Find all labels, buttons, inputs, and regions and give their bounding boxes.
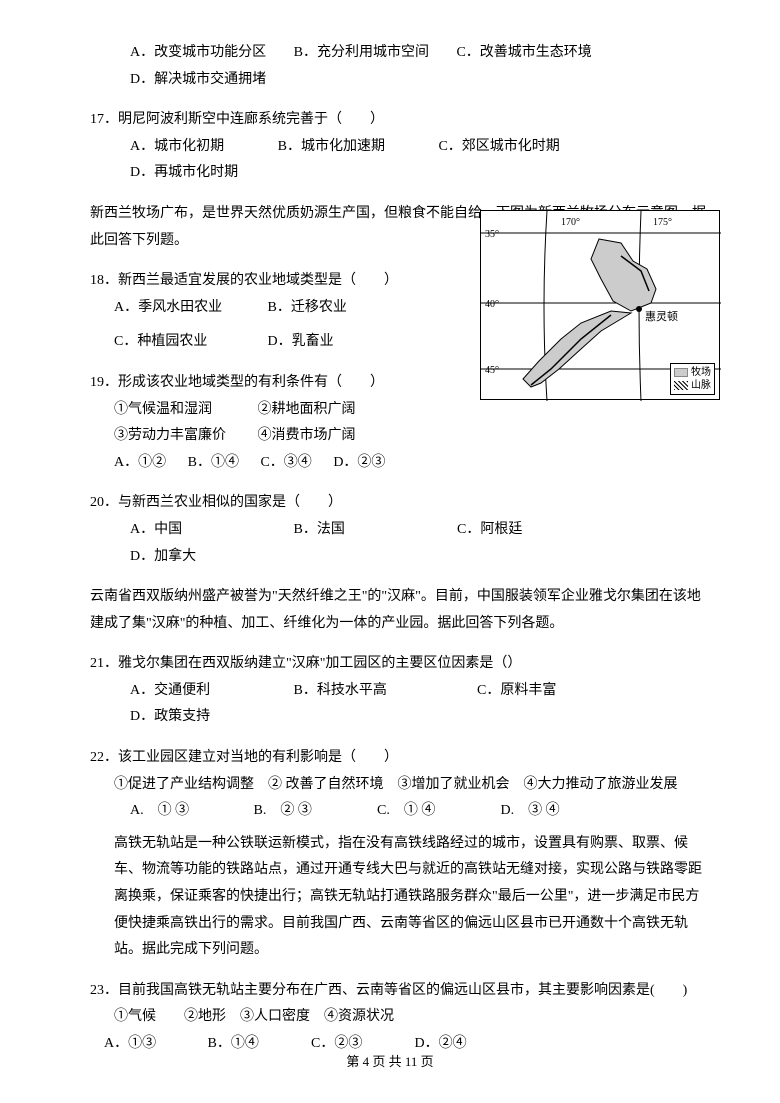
q19-opt-d[interactable]: D．②③: [333, 455, 385, 470]
q21-opt-c[interactable]: C．原料丰富: [477, 678, 587, 705]
mountain-swatch: [674, 381, 688, 390]
gaotie-intro: 高铁无轨站是一种公铁联运新模式，指在没有高铁线路经过的城市，设置具有购票、取票、…: [90, 831, 710, 964]
q21-opt-d[interactable]: D．政策支持: [130, 704, 210, 731]
q16-opt-b[interactable]: B．充分利用城市空间: [294, 40, 429, 67]
q18-row2: C．种植园农业 D．乳畜业: [90, 329, 430, 356]
q20-opt-c[interactable]: C．阿根廷: [457, 517, 567, 544]
lat-45: 45°: [485, 361, 499, 380]
q20-opt-b[interactable]: B．法国: [294, 517, 404, 544]
q21-options: A．交通便利 B．科技水平高 C．原料丰富 D．政策支持: [90, 678, 710, 731]
q21-opt-a[interactable]: A．交通便利: [130, 678, 240, 705]
q17-options: A．城市化初期 B．城市化加速期 C．郊区城市化时期 D．再城市化时期: [90, 134, 710, 187]
q19-conds2: ③劳动力丰富廉价 ④消费市场广阔: [90, 423, 430, 450]
q22-options: A. ① ③ B. ② ③ C. ① ④ D. ③ ④: [90, 798, 710, 825]
q20-opt-a[interactable]: A．中国: [130, 517, 240, 544]
q20-stem: 20．与新西兰农业相似的国家是（ ）: [90, 490, 710, 517]
q22-opt-c[interactable]: C. ① ④: [377, 798, 497, 825]
q19-conds1: ①气候温和湿润 ②耕地面积广阔: [90, 397, 430, 424]
q19-opt-a[interactable]: A．①②: [114, 455, 166, 470]
lat-35: 35°: [485, 225, 499, 244]
q16-options: A．改变城市功能分区 B．充分利用城市空间 C．改善城市生态环境 D．解决城市交…: [90, 40, 710, 93]
q22-opt-a[interactable]: A. ① ③: [130, 798, 250, 825]
q22-stem: 22．该工业园区建立对当地的有利影响是（ ）: [90, 745, 710, 772]
q17-opt-a[interactable]: A．城市化初期: [130, 134, 224, 161]
q17-opt-d[interactable]: D．再城市化时期: [130, 160, 238, 187]
q17: 17．明尼阿波利斯空中连廊系统完善于（ ） A．城市化初期 B．城市化加速期 C…: [90, 107, 710, 187]
q22-opt-b[interactable]: B. ② ③: [254, 798, 374, 825]
q22: 22．该工业园区建立对当地的有利影响是（ ） ①促进了产业结构调整 ② 改善了自…: [90, 745, 710, 825]
q22-opt-d[interactable]: D. ③ ④: [501, 798, 560, 825]
nz-map: 170° 175° 35° 40° 45° 惠灵顿 牧场 山脉: [480, 210, 720, 400]
q18-opt-c[interactable]: C．种植园农业: [114, 329, 264, 356]
q17-opt-c[interactable]: C．郊区城市化时期: [438, 134, 559, 161]
q16-opt-c[interactable]: C．改善城市生态环境: [456, 40, 591, 67]
q18-opt-a[interactable]: A．季风水田农业: [114, 295, 264, 322]
q23: 23．目前我国高铁无轨站主要分布在广西、云南等省区的偏远山区县市，其主要影响因素…: [90, 978, 710, 1058]
q19-options: A．①② B．①④ C．③④ D．②③: [90, 450, 430, 477]
q19-opt-b[interactable]: B．①④: [188, 455, 239, 470]
lon-175: 175°: [653, 213, 672, 232]
q18-opt-b[interactable]: B．迁移农业: [268, 300, 347, 315]
city-label: 惠灵顿: [645, 307, 678, 328]
q22-conds: ①促进了产业结构调整 ② 改善了自然环境 ③增加了就业机会 ④大力推动了旅游业发…: [90, 772, 710, 799]
lon-170: 170°: [561, 213, 580, 232]
q17-stem: 17．明尼阿波利斯空中连廊系统完善于（ ）: [90, 107, 710, 134]
q21: 21．雅戈尔集团在西双版纳建立"汉麻"加工园区的主要区位因素是（） A．交通便利…: [90, 651, 710, 731]
hanma-intro: 云南省西双版纳州盛产被誉为"天然纤维之王"的"汉麻"。目前，中国服装领军企业雅戈…: [90, 584, 710, 637]
q20: 20．与新西兰农业相似的国家是（ ） A．中国 B．法国 C．阿根廷 D．加拿大: [90, 490, 710, 570]
q21-stem: 21．雅戈尔集团在西双版纳建立"汉麻"加工园区的主要区位因素是（）: [90, 651, 710, 678]
q23-conds: ①气候 ②地形 ③人口密度 ④资源状况: [90, 1004, 710, 1031]
q16-opt-a[interactable]: A．改变城市功能分区: [130, 40, 266, 67]
q18-opt-d[interactable]: D．乳畜业: [268, 334, 334, 349]
q19-c2: ②耕地面积广阔: [258, 402, 356, 417]
q19: 19．形成该农业地域类型的有利条件有（ ） ①气候温和湿润 ②耕地面积广阔 ③劳…: [90, 370, 430, 476]
q20-opt-d[interactable]: D．加拿大: [130, 544, 196, 571]
q19-c3: ③劳动力丰富廉价: [114, 423, 254, 450]
page-footer: 第 4 页 共 11 页: [0, 1050, 780, 1075]
q17-opt-b[interactable]: B．城市化加速期: [278, 134, 385, 161]
q19-stem: 19．形成该农业地域类型的有利条件有（ ）: [90, 370, 430, 397]
q23-stem: 23．目前我国高铁无轨站主要分布在广西、云南等省区的偏远山区县市，其主要影响因素…: [90, 978, 710, 1005]
q18-stem: 18．新西兰最适宜发展的农业地域类型是（ ）: [90, 268, 430, 295]
q19-opt-c[interactable]: C．③④: [260, 455, 311, 470]
q19-c1: ①气候温和湿润: [114, 397, 254, 424]
q20-options: A．中国 B．法国 C．阿根廷 D．加拿大: [90, 517, 710, 570]
q21-opt-b[interactable]: B．科技水平高: [294, 678, 424, 705]
map-legend: 牧场 山脉: [670, 363, 715, 395]
pasture-swatch: [674, 368, 688, 377]
q18: 18．新西兰最适宜发展的农业地域类型是（ ） A．季风水田农业 B．迁移农业 C…: [90, 268, 430, 356]
q19-c4: ④消费市场广阔: [258, 428, 356, 443]
legend-pasture: 牧场: [691, 366, 711, 379]
q16-opt-d[interactable]: D．解决城市交通拥堵: [130, 67, 266, 94]
lat-40: 40°: [485, 295, 499, 314]
q18-row1: A．季风水田农业 B．迁移农业: [90, 295, 430, 322]
legend-mountain: 山脉: [691, 379, 711, 392]
